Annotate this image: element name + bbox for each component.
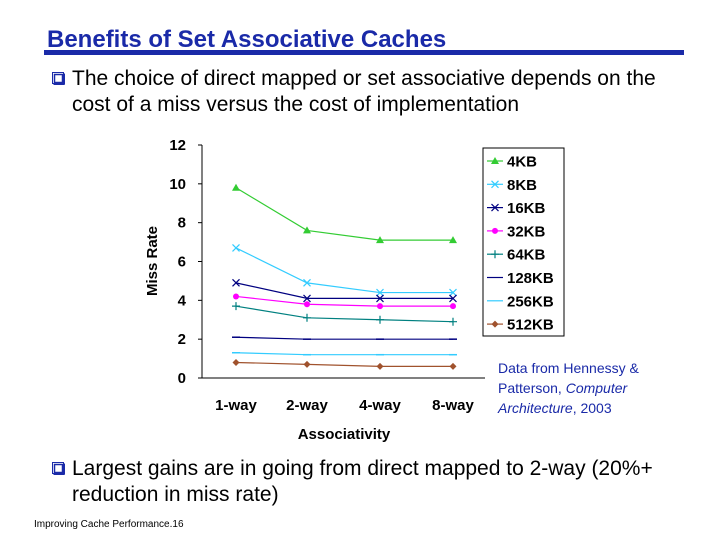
legend-marker xyxy=(491,180,499,189)
data-point xyxy=(449,362,457,370)
data-point xyxy=(303,226,311,234)
slide-title: Benefits of Set Associative Caches xyxy=(47,26,447,53)
legend-item: 256KB xyxy=(487,293,554,310)
legend-label: 8KB xyxy=(507,177,537,194)
legend-item: 16KB xyxy=(487,200,546,217)
data-point xyxy=(233,293,239,300)
title-underline xyxy=(44,50,684,55)
legend-label: 512KB xyxy=(507,317,554,334)
note-book-title: Computer Architecture xyxy=(498,380,628,416)
x-axis-title: Associativity xyxy=(298,426,391,443)
y-axis-title: Miss Rate xyxy=(144,226,161,296)
data-point xyxy=(449,236,457,244)
series-512kb xyxy=(232,358,457,370)
y-tick-label: 8 xyxy=(178,215,186,232)
series-32kb xyxy=(233,293,456,310)
y-tick-label: 6 xyxy=(178,254,186,271)
data-point xyxy=(376,236,384,244)
x-tick-label: 1-way xyxy=(215,397,257,414)
x-tick-label: 2-way xyxy=(286,397,328,414)
legend-label: 16KB xyxy=(507,200,546,217)
y-tick-label: 10 xyxy=(169,176,186,193)
data-point xyxy=(376,362,384,370)
y-tick-label: 12 xyxy=(169,137,186,154)
data-point xyxy=(232,183,240,191)
slide-footer: Improving Cache Performance.16 xyxy=(34,519,184,530)
legend-item: 4KB xyxy=(487,154,537,171)
series-line xyxy=(235,295,453,307)
legend-label: 256KB xyxy=(507,293,554,310)
series-line xyxy=(235,247,453,294)
data-point xyxy=(232,358,240,366)
series-16kb xyxy=(232,278,457,303)
legend-marker xyxy=(491,320,499,328)
bullet-2: Largest gains are in going from direct m… xyxy=(52,456,692,512)
x-tick-label: 4-way xyxy=(359,397,401,414)
bullet-1: The choice of direct mapped or set assoc… xyxy=(52,66,692,122)
bullet-1-text: The choice of direct mapped or set assoc… xyxy=(72,67,656,116)
series-line xyxy=(235,352,453,356)
data-point xyxy=(232,243,240,252)
legend-label: 4KB xyxy=(507,154,537,171)
series-line xyxy=(235,187,453,241)
data-point xyxy=(303,294,311,303)
series-256kb xyxy=(232,352,457,356)
data-point xyxy=(376,294,384,303)
legend-item: 8KB xyxy=(487,177,537,194)
checkbox-bullet-icon xyxy=(52,462,65,475)
legend-item: 64KB xyxy=(487,247,546,264)
data-point xyxy=(449,317,457,326)
data-point xyxy=(449,294,457,303)
legend-item: 32KB xyxy=(487,223,546,240)
legend-label: 64KB xyxy=(507,247,546,264)
legend-label: 32KB xyxy=(507,223,546,240)
legend-box xyxy=(482,147,565,337)
note-prefix: Data from Hennessy & Patterson, xyxy=(498,360,639,396)
legend-marker xyxy=(491,250,499,259)
data-point xyxy=(303,313,311,322)
data-point xyxy=(377,303,383,310)
series-64kb xyxy=(232,302,457,326)
bullet-2-text: Largest gains are in going from direct m… xyxy=(72,457,653,506)
data-point xyxy=(304,301,310,308)
series-128kb xyxy=(232,336,457,340)
legend-item: 128KB xyxy=(487,270,554,287)
checkbox-bullet-icon xyxy=(52,72,65,85)
legend-marker xyxy=(492,227,498,234)
series-line xyxy=(235,361,453,367)
x-tick-label: 8-way xyxy=(432,397,474,414)
data-point xyxy=(303,360,311,368)
series-4kb xyxy=(232,183,457,244)
data-point xyxy=(449,288,457,297)
series-line xyxy=(235,336,453,340)
data-point xyxy=(376,288,384,297)
series-line xyxy=(235,305,454,323)
data-point xyxy=(450,303,456,310)
data-point xyxy=(376,315,384,324)
y-tick-label: 2 xyxy=(178,331,186,348)
legend-marker xyxy=(491,157,499,164)
data-point xyxy=(303,278,311,287)
legend-label: 128KB xyxy=(507,270,554,287)
note-suffix: , 2003 xyxy=(572,400,612,416)
data-point xyxy=(232,278,240,287)
y-tick-label: 4 xyxy=(178,292,187,309)
data-point xyxy=(232,302,240,311)
chart-legend: 4KB 8KB 16KB 32KB 64KB 128KB 256KB 512KB xyxy=(482,147,565,337)
legend-item: 512KB xyxy=(487,317,554,334)
series-line xyxy=(235,282,453,299)
y-tick-label: 0 xyxy=(178,370,186,387)
legend-marker xyxy=(491,203,499,212)
data-source-note: Data from Hennessy & Patterson, Computer… xyxy=(498,358,698,418)
series-8kb xyxy=(232,243,457,297)
